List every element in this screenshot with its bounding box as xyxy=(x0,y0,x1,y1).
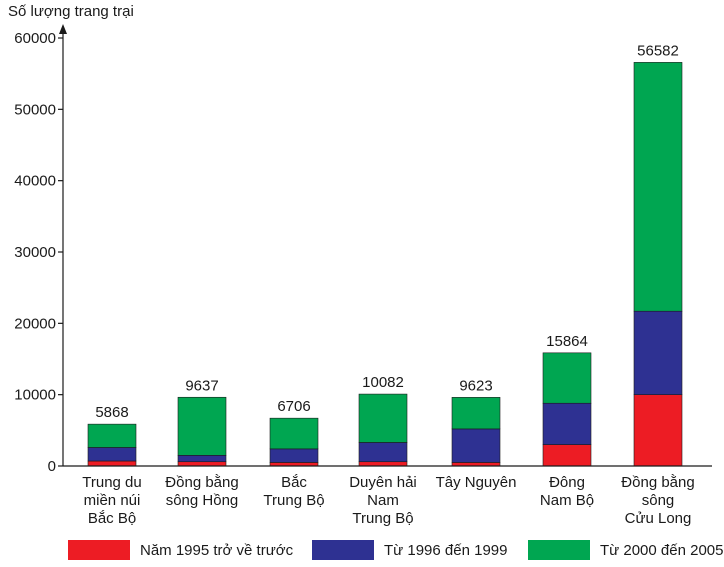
bar-segment-2-6 xyxy=(633,62,683,312)
bar-segment-0-3 xyxy=(358,461,408,467)
category-label-line: Tây Nguyên xyxy=(436,474,517,491)
bar-segment-1-3 xyxy=(358,442,408,463)
bar-segment-1-0 xyxy=(87,447,137,462)
bar-segment-0-6 xyxy=(633,394,683,467)
chart-legend: Năm 1995 trở về trước Từ 1996 đến 1999 T… xyxy=(0,540,724,566)
y-tick-label: 10000 xyxy=(14,387,56,404)
y-tick-label: 20000 xyxy=(14,315,56,332)
stacked-bar-chart: Số lượng trang trại 0 10000 20000 30000 40000… xyxy=(8,3,712,527)
category-label: Duyên hải Nam Trung Bộ xyxy=(349,474,417,527)
bar-segment-0-0 xyxy=(87,460,137,467)
category-label-line: Bắc Bộ xyxy=(88,510,136,527)
category-label-line: Trung Bộ xyxy=(352,510,413,527)
legend-swatch-green xyxy=(528,540,590,560)
y-tick-label: 30000 xyxy=(14,244,56,261)
y-tick-label: 40000 xyxy=(14,173,56,190)
bar-total-label: 10082 xyxy=(362,374,404,391)
bar-segment-2-0 xyxy=(87,423,137,448)
legend-label: Năm 1995 trở về trước xyxy=(140,541,294,559)
bar-total-label: 9637 xyxy=(185,377,218,394)
category-label-line: Bắc xyxy=(281,474,307,491)
category-label: Trung du miền núi Bắc Bộ xyxy=(82,474,141,527)
bar-segment-2-2 xyxy=(269,417,319,450)
category-label-line: Trung du xyxy=(82,474,141,491)
bar-segment-2-1 xyxy=(177,396,227,456)
category-label-line: Nam Bộ xyxy=(540,492,594,509)
category-label-line: Đồng bằng xyxy=(621,474,694,491)
category-label-line: sông Hồng xyxy=(166,492,239,509)
category-label: Tây Nguyên xyxy=(436,474,517,491)
bar-segment-2-3 xyxy=(358,393,408,443)
legend-label: Từ 2000 đến 2005 xyxy=(600,541,724,559)
category-label-line: Trung Bộ xyxy=(263,492,324,509)
bar-total-label: 9623 xyxy=(459,377,492,394)
bar-total-label: 56582 xyxy=(637,42,679,59)
y-tick-label: 50000 xyxy=(14,101,56,118)
category-label-line: Đông xyxy=(549,474,585,491)
bar-segment-1-1 xyxy=(177,454,227,463)
y-axis-title: Số lượng trang trại xyxy=(8,3,134,20)
legend-swatch-red xyxy=(68,540,130,560)
legend-item-2000-2005: Từ 2000 đến 2005 xyxy=(528,540,723,560)
bar-segment-1-4 xyxy=(451,428,501,463)
legend-item-before-1995: Năm 1995 trở về trước xyxy=(68,540,293,560)
bar-segment-1-2 xyxy=(269,448,319,463)
bar-segment-2-5 xyxy=(542,352,592,404)
category-label-line: sông xyxy=(642,492,675,509)
category-label-line: Nam xyxy=(367,492,399,509)
legend-label: Từ 1996 đến 1999 xyxy=(384,541,508,559)
legend-swatch-blue xyxy=(312,540,374,560)
category-label: Đồng bằng sông Hồng xyxy=(165,474,238,509)
category-label-line: Cửu Long xyxy=(625,510,692,527)
bar-segment-2-4 xyxy=(451,397,501,430)
y-tick-label: 60000 xyxy=(14,30,56,47)
bar-segment-0-5 xyxy=(542,444,592,467)
y-axis-arrow xyxy=(59,24,67,34)
category-label: Đồng bằng sông Cửu Long xyxy=(621,474,694,527)
bar-segment-0-1 xyxy=(177,461,227,467)
bar-total-label: 6706 xyxy=(277,398,310,415)
bar-segment-1-5 xyxy=(542,402,592,445)
bar-segment-1-6 xyxy=(633,310,683,395)
bar-total-label: 15864 xyxy=(546,333,588,350)
category-label: Bắc Trung Bộ xyxy=(263,474,324,509)
category-label-line: miền núi xyxy=(84,492,141,509)
legend-item-1996-1999: Từ 1996 đến 1999 xyxy=(312,540,507,560)
category-label: Đông Nam Bộ xyxy=(540,474,594,509)
category-label-line: Duyên hải xyxy=(349,474,417,491)
category-label-line: Đồng bằng xyxy=(165,474,238,491)
bar-total-label: 5868 xyxy=(95,404,128,421)
y-tick-label: 0 xyxy=(48,458,56,475)
